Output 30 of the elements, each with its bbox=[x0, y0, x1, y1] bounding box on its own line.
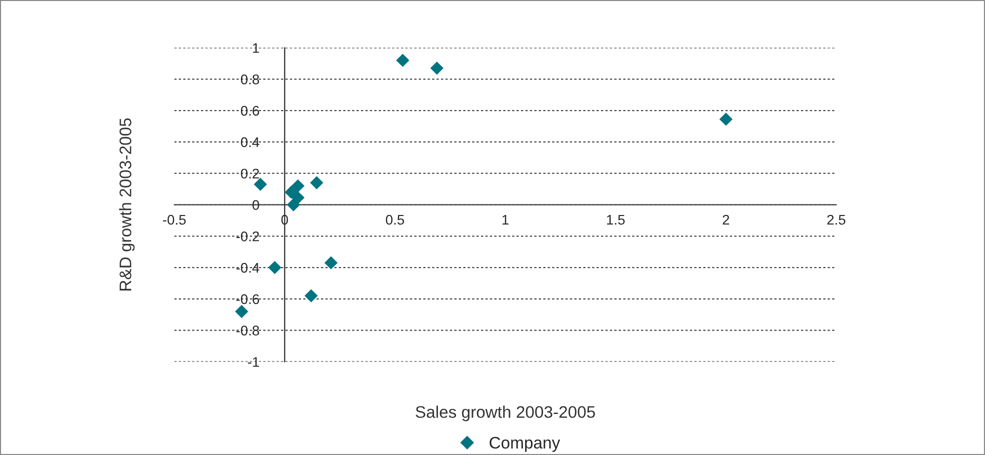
y-tick-label: 0.2 bbox=[240, 168, 259, 179]
point bbox=[235, 304, 248, 318]
y-tick-label: 0.4 bbox=[240, 137, 260, 148]
point bbox=[430, 62, 444, 75]
point bbox=[304, 289, 318, 302]
x-tick-label: 1.5 bbox=[607, 214, 625, 225]
y-tick-label: -0.6 bbox=[236, 294, 260, 304]
point bbox=[291, 179, 304, 192]
point bbox=[286, 198, 300, 212]
y-tick-label: -0.2 bbox=[236, 231, 259, 242]
y-tick-label: 0.6 bbox=[240, 106, 260, 116]
point bbox=[268, 260, 282, 274]
point bbox=[719, 112, 733, 126]
x-tick-label: 2.5 bbox=[827, 214, 846, 225]
y-tick-label: -1 bbox=[248, 357, 259, 367]
point bbox=[324, 256, 338, 270]
x-tick-label: 1 bbox=[502, 214, 508, 225]
x-tick-label: 0.5 bbox=[386, 214, 404, 225]
x-tick-label: 2 bbox=[722, 214, 730, 225]
y-axis-title: R&D growth 2003-2005 bbox=[119, 118, 135, 290]
y-tick-label: 0.8 bbox=[240, 74, 260, 84]
legend-label: Company bbox=[490, 436, 560, 452]
y-tick-label: -0.4 bbox=[236, 262, 260, 273]
x-tick-label: -0.5 bbox=[162, 214, 186, 225]
x-axis-title: Sales growth 2003-2005 bbox=[416, 406, 595, 422]
point bbox=[310, 176, 324, 190]
point bbox=[396, 54, 410, 67]
y-tick-label: 1 bbox=[253, 43, 259, 53]
y-tick-label: -0.8 bbox=[236, 326, 260, 336]
point bbox=[254, 178, 267, 191]
